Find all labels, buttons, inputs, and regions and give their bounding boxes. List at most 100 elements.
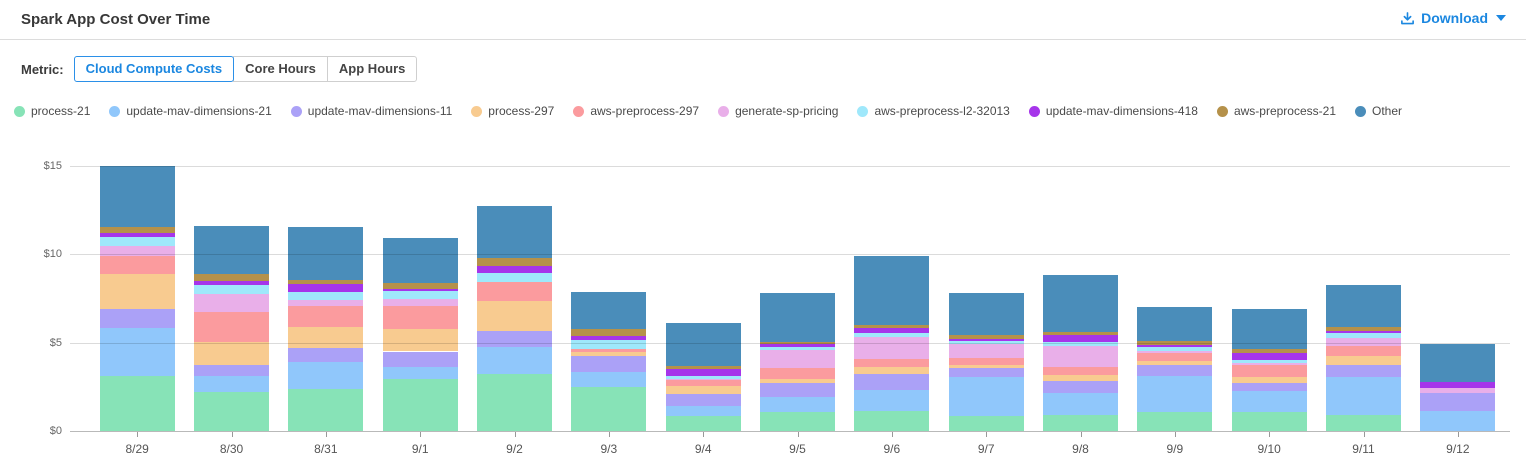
legend-item-generate-sp-pricing[interactable]: generate-sp-pricing [718, 104, 838, 118]
bar-segment-update-mav-dimensions-21[interactable] [1326, 376, 1401, 415]
bar-segment-update-mav-dimensions-418[interactable] [99, 233, 175, 237]
bar-segment-aws-preprocess-21[interactable] [382, 282, 458, 289]
bar-segment-aws-preprocess-297[interactable] [571, 349, 647, 353]
bar-segment-update-mav-dimensions-11[interactable] [948, 367, 1024, 377]
bar-segment-update-mav-dimensions-11[interactable] [1326, 365, 1401, 377]
bar-segment-update-mav-dimensions-21[interactable] [571, 371, 647, 387]
bar-segment-process-297[interactable] [194, 342, 269, 365]
bar-segment-update-mav-dimensions-418[interactable] [854, 327, 930, 334]
bar-segment-update-mav-dimensions-418[interactable] [1043, 335, 1118, 343]
bar-segment-aws-preprocess-21[interactable] [99, 226, 175, 234]
legend-item-aws-preprocess-l2-32013[interactable]: aws-preprocess-l2-32013 [857, 104, 1010, 118]
bar-segment-process-297[interactable] [854, 367, 930, 375]
bar-segment-process-21[interactable] [288, 388, 364, 431]
bar-segment-update-mav-dimensions-418[interactable] [1420, 381, 1496, 388]
bar-segment-aws-preprocess-l2-32013[interactable] [99, 236, 175, 247]
bar-segment-aws-preprocess-l2-32013[interactable] [854, 333, 930, 338]
bar-segment-update-mav-dimensions-418[interactable] [1137, 344, 1213, 348]
bar-segment-aws-preprocess-l2-32013[interactable] [571, 340, 647, 350]
bar-segment-update-mav-dimensions-418[interactable] [194, 281, 269, 285]
bar-segment-process-21[interactable] [477, 374, 552, 431]
bar-segment-aws-preprocess-297[interactable] [382, 305, 458, 329]
bar-segment-update-mav-dimensions-21[interactable] [1231, 391, 1307, 412]
bar-segment-generate-sp-pricing[interactable] [382, 298, 458, 306]
bar-segment-update-mav-dimensions-418[interactable] [1231, 352, 1307, 361]
bar-segment-other[interactable] [760, 293, 835, 342]
bar-segment-update-mav-dimensions-418[interactable] [382, 288, 458, 292]
bar-segment-update-mav-dimensions-11[interactable] [477, 331, 552, 348]
bar-segment-update-mav-dimensions-21[interactable] [99, 327, 175, 377]
bar-segment-update-mav-dimensions-11[interactable] [665, 393, 741, 406]
bar-segment-aws-preprocess-297[interactable] [99, 256, 175, 274]
bar-segment-aws-preprocess-297[interactable] [1326, 345, 1401, 356]
bar-segment-generate-sp-pricing[interactable] [99, 246, 175, 257]
bar-segment-other[interactable] [288, 227, 364, 280]
bar-segment-process-21[interactable] [99, 376, 175, 431]
bar-segment-update-mav-dimensions-11[interactable] [288, 347, 364, 363]
bar-segment-update-mav-dimensions-418[interactable] [760, 344, 835, 347]
bar-segment-update-mav-dimensions-418[interactable] [477, 265, 552, 273]
bar-segment-update-mav-dimensions-11[interactable] [1137, 365, 1213, 376]
bar-segment-aws-preprocess-l2-32013[interactable] [1043, 342, 1118, 346]
bar-segment-aws-preprocess-l2-32013[interactable] [194, 284, 269, 294]
bar-segment-process-21[interactable] [1137, 411, 1213, 431]
bar-segment-aws-preprocess-297[interactable] [665, 380, 741, 386]
bar-segment-update-mav-dimensions-21[interactable] [194, 376, 269, 393]
bar-segment-aws-preprocess-21[interactable] [288, 279, 364, 285]
bar-segment-generate-sp-pricing[interactable] [760, 350, 835, 368]
bar-segment-aws-preprocess-l2-32013[interactable] [948, 341, 1024, 345]
bar-segment-other[interactable] [571, 291, 647, 330]
bar-segment-generate-sp-pricing[interactable] [948, 344, 1024, 358]
bar-segment-generate-sp-pricing[interactable] [1326, 337, 1401, 346]
bar-segment-process-297[interactable] [1326, 355, 1401, 366]
bar-segment-aws-preprocess-21[interactable] [1043, 332, 1118, 336]
legend-item-aws-preprocess-297[interactable]: aws-preprocess-297 [573, 104, 699, 118]
metric-option-core-hours[interactable]: Core Hours [233, 56, 328, 82]
bar-segment-update-mav-dimensions-418[interactable] [948, 338, 1024, 342]
bar-segment-update-mav-dimensions-11[interactable] [1420, 392, 1496, 412]
bar-segment-aws-preprocess-21[interactable] [1231, 349, 1307, 353]
bar-segment-process-297[interactable] [1137, 361, 1213, 366]
bar-segment-generate-sp-pricing[interactable] [1043, 345, 1118, 367]
bar-segment-update-mav-dimensions-11[interactable] [99, 309, 175, 328]
bar-segment-update-mav-dimensions-11[interactable] [1231, 382, 1307, 392]
bar-segment-update-mav-dimensions-11[interactable] [194, 364, 269, 377]
bar-segment-update-mav-dimensions-21[interactable] [1043, 393, 1118, 415]
bar-segment-other[interactable] [1420, 343, 1496, 382]
bar-segment-aws-preprocess-297[interactable] [1043, 366, 1118, 376]
bar-segment-update-mav-dimensions-11[interactable] [571, 355, 647, 372]
bar-segment-aws-preprocess-21[interactable] [571, 329, 647, 337]
bar-segment-update-mav-dimensions-11[interactable] [1043, 380, 1118, 394]
bar-segment-aws-preprocess-297[interactable] [760, 367, 835, 379]
bar-segment-aws-preprocess-21[interactable] [1326, 326, 1401, 331]
bar-segment-process-21[interactable] [948, 415, 1024, 431]
bar-segment-update-mav-dimensions-11[interactable] [854, 374, 930, 391]
bar-segment-other[interactable] [477, 206, 552, 259]
bar-segment-other[interactable] [854, 255, 930, 325]
bar-segment-process-21[interactable] [1043, 414, 1118, 431]
metric-option-cloud-compute-costs[interactable]: Cloud Compute Costs [73, 56, 235, 82]
bar-segment-update-mav-dimensions-21[interactable] [288, 362, 364, 389]
bar-segment-aws-preprocess-21[interactable] [854, 324, 930, 328]
bar-segment-process-297[interactable] [288, 326, 364, 348]
bar-segment-update-mav-dimensions-21[interactable] [382, 366, 458, 379]
bar-segment-other[interactable] [948, 293, 1024, 336]
bar-segment-aws-preprocess-l2-32013[interactable] [665, 376, 741, 379]
legend-item-update-mav-dimensions-21[interactable]: update-mav-dimensions-21 [109, 104, 272, 118]
bar-segment-aws-preprocess-l2-32013[interactable] [477, 272, 552, 283]
bar-segment-update-mav-dimensions-418[interactable] [571, 336, 647, 341]
bar-segment-aws-preprocess-l2-32013[interactable] [760, 346, 835, 351]
bar-segment-process-21[interactable] [194, 392, 269, 431]
bar-segment-other[interactable] [1043, 275, 1118, 333]
bar-segment-process-297[interactable] [1231, 376, 1307, 383]
bar-segment-aws-preprocess-297[interactable] [477, 282, 552, 302]
bar-segment-update-mav-dimensions-21[interactable] [948, 376, 1024, 416]
bar-segment-aws-preprocess-297[interactable] [854, 359, 930, 368]
bar-segment-update-mav-dimensions-418[interactable] [288, 284, 364, 293]
bar-segment-aws-preprocess-297[interactable] [1137, 353, 1213, 362]
bar-segment-aws-preprocess-21[interactable] [948, 335, 1024, 339]
legend-item-process-21[interactable]: process-21 [14, 104, 90, 118]
bar-segment-process-297[interactable] [571, 352, 647, 356]
bar-segment-update-mav-dimensions-418[interactable] [665, 369, 741, 377]
bar-segment-generate-sp-pricing[interactable] [288, 299, 364, 306]
